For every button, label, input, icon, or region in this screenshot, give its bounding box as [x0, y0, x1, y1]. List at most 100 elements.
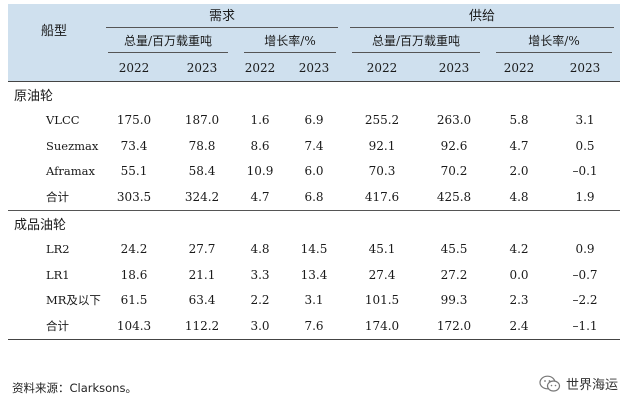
value-cell: 92.6	[440, 138, 468, 153]
value-cell: 4.8	[250, 242, 270, 257]
supply-growth-header: 增长率/%	[488, 29, 621, 55]
value-cell: 27.4	[368, 267, 396, 282]
table-row: LR1 18.6 21.1 3.3 13.4 27.4 27.2 0.0 –0.7	[8, 262, 620, 288]
table-header: 船型 需求 供给 总量/百万载重吨 增长率/% 总量/百万载重吨 增长率/% 2…	[8, 4, 621, 82]
year-header: 2023	[168, 55, 236, 82]
value-cell: 4.7	[250, 190, 270, 204]
year-header: 2022	[236, 55, 284, 82]
year-header: 2022	[344, 55, 421, 82]
ship-type-cell: Suezmax	[46, 138, 99, 153]
value-cell: 78.8	[188, 138, 216, 153]
value-cell: 263.0	[436, 113, 472, 128]
value-cell: 1.6	[250, 113, 270, 128]
value-cell: 61.5	[120, 293, 148, 308]
ship-type-cell: MR及以下	[46, 293, 101, 308]
table-row: Aframax 55.1 58.4 10.9 6.0 70.3 70.2 2.0 –0.1	[8, 159, 620, 185]
value-cell: 99.3	[440, 293, 468, 308]
value-cell: 255.2	[364, 113, 400, 128]
value-cell: 13.4	[300, 267, 328, 282]
value-cell: 5.8	[509, 113, 529, 128]
total-row: 合计 303.5 324.2 4.7 6.8 417.6 425.8 4.8 1.9	[8, 184, 620, 211]
value-cell: 104.3	[116, 319, 152, 333]
wechat-icon	[539, 375, 561, 393]
demand-growth-header: 增长率/%	[236, 29, 345, 55]
table-row: VLCC 175.0 187.0 1.6 6.9 255.2 263.0 5.8 3.1	[8, 108, 620, 134]
value-cell: 425.8	[436, 190, 472, 204]
value-cell: 8.6	[250, 138, 270, 153]
demand-total-header: 总量/百万载重吨	[100, 29, 236, 55]
value-cell: 2.2	[250, 293, 270, 308]
value-cell: 187.0	[184, 113, 220, 128]
value-cell: 2.0	[509, 164, 529, 179]
section-header-row: 成品油轮	[8, 210, 621, 237]
value-cell: 1.9	[575, 190, 595, 204]
value-cell: 0.0	[509, 267, 529, 282]
value-cell: 7.6	[304, 319, 324, 333]
table-row: Suezmax 73.4 78.8 8.6 7.4 92.1 92.6 4.7 0.5	[8, 133, 620, 159]
value-cell: 0.9	[575, 242, 595, 257]
ship-type-cell: LR1	[46, 267, 70, 282]
value-cell: 417.6	[364, 190, 400, 204]
supply-header: 供给	[344, 4, 621, 29]
value-cell: 73.4	[120, 138, 148, 153]
value-cell: 324.2	[184, 190, 220, 204]
value-cell: 63.4	[188, 293, 216, 308]
section-header-row: 原油轮	[8, 82, 620, 108]
value-cell: 3.3	[250, 267, 270, 282]
year-header: 2022	[100, 55, 168, 82]
value-cell: 18.6	[120, 267, 148, 282]
value-cell: 3.1	[575, 113, 595, 128]
value-cell: 2.3	[509, 293, 529, 308]
ship-type-header: 船型	[8, 4, 100, 55]
value-cell: 7.4	[304, 138, 324, 153]
source-note: 资料来源：Clarksons。	[12, 381, 137, 395]
value-cell: 70.2	[440, 164, 468, 179]
watermark-text: 世界海运	[565, 378, 618, 393]
value-cell: 0.5	[575, 138, 595, 153]
ship-type-cell: Aframax	[46, 164, 95, 179]
value-cell: 14.5	[300, 242, 328, 257]
table-body: 原油轮 VLCC 175.0 187.0 1.6 6.9 255.2 263.0 5.8 3.1 S…	[8, 82, 621, 340]
value-cell: 58.4	[188, 164, 216, 179]
section-title: 成品油轮	[14, 218, 67, 234]
table-row: LR2 24.2 27.7 4.8 14.5 45.1 45.5 4.2 0.9	[8, 237, 620, 263]
value-cell: 3.1	[304, 293, 324, 308]
year-header: 2023	[550, 55, 621, 82]
value-cell: 45.5	[440, 242, 468, 257]
demand-header: 需求	[100, 4, 345, 29]
year-header: 2022	[488, 55, 551, 82]
section-title: 原油轮	[14, 89, 54, 105]
value-cell: 175.0	[116, 113, 152, 128]
value-cell: 4.7	[509, 138, 529, 153]
year-header: 2023	[420, 55, 489, 82]
value-cell: 6.8	[304, 190, 324, 204]
ship-type-cell: LR2	[46, 242, 70, 257]
value-cell: –0.1	[572, 164, 598, 179]
value-cell: 101.5	[364, 293, 400, 308]
value-cell: 70.3	[368, 164, 396, 179]
ship-type-cell: 合计	[46, 319, 69, 333]
value-cell: –2.2	[572, 293, 598, 308]
value-cell: 4.8	[509, 190, 529, 204]
value-cell: 303.5	[116, 190, 152, 204]
value-cell: 55.1	[120, 164, 148, 179]
ship-type-cell: 合计	[46, 190, 69, 204]
value-cell: 92.1	[368, 138, 396, 153]
value-cell: 3.0	[250, 319, 270, 333]
value-cell: 21.1	[188, 267, 216, 282]
value-cell: 172.0	[436, 319, 472, 333]
value-cell: –1.1	[572, 319, 598, 333]
value-cell: 45.1	[368, 242, 396, 257]
table-row: MR及以下 61.5 63.4 2.2 3.1 101.5 99.3 2.3 –2.2	[8, 288, 620, 314]
watermark: 世界海运	[539, 374, 618, 393]
year-header: 2023	[284, 55, 345, 82]
value-cell: 10.9	[246, 164, 274, 179]
value-cell: 6.0	[304, 164, 324, 179]
tanker-supply-demand-table: 船型 需求 供给 总量/百万载重吨 增长率/% 总量/百万载重吨 增长率/% 2…	[8, 4, 621, 340]
supply-total-header: 总量/百万载重吨	[344, 29, 489, 55]
value-cell: 4.2	[509, 242, 529, 257]
value-cell: 174.0	[364, 319, 400, 333]
value-cell: 6.9	[304, 113, 324, 128]
value-cell: 27.7	[188, 242, 216, 257]
total-row: 合计 104.3 112.2 3.0 7.6 174.0 172.0 2.4 –1.1	[8, 313, 621, 340]
